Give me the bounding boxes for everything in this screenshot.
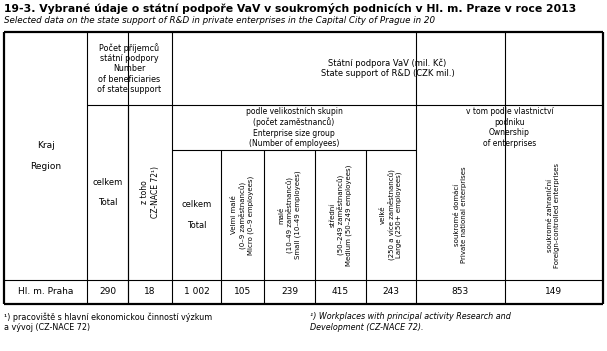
Text: celkem

Total: celkem Total [92, 178, 123, 207]
Text: Velmi malé
(0–9 zaměstnanců)
Micro (0–9 employees): Velmi malé (0–9 zaměstnanců) Micro (0–9 … [231, 176, 254, 254]
Text: malé
(10–49 zaměstnanců)
Small (10–49 employees): malé (10–49 zaměstnanců) Small (10–49 em… [279, 171, 300, 259]
Text: soukromé domácí
Private national enterprises: soukromé domácí Private national enterpr… [454, 167, 467, 263]
Text: 18: 18 [144, 287, 156, 297]
Text: velké
(250 a více zaměstnanců)
Large (250+ employees): velké (250 a více zaměstnanců) Large (25… [380, 170, 402, 260]
Text: 105: 105 [234, 287, 251, 297]
Text: 853: 853 [452, 287, 469, 297]
Text: podle velikostních skupin
(počet zaměstnanců)
Enterprise size group
(Number of e: podle velikostních skupin (počet zaměstn… [246, 107, 342, 148]
Text: ¹) Workplaces with principal activity Research and: ¹) Workplaces with principal activity Re… [310, 312, 511, 321]
Text: Státní podpora VaV (mil. Kč)
State support of R&D (CZK mil.): Státní podpora VaV (mil. Kč) State suppo… [320, 59, 455, 79]
Text: Hl. m. Praha: Hl. m. Praha [18, 287, 73, 297]
Text: 290: 290 [99, 287, 116, 297]
Text: celkem

Total: celkem Total [181, 200, 212, 230]
Text: z toho
CZ-NACE 72¹): z toho CZ-NACE 72¹) [140, 166, 160, 219]
Text: 243: 243 [382, 287, 399, 297]
Text: 1 002: 1 002 [184, 287, 209, 297]
Text: 19-3. Vybrané údaje o státní podpoře VaV v soukromých podnicích v Hl. m. Praze v: 19-3. Vybrané údaje o státní podpoře VaV… [4, 3, 576, 14]
Text: Počet příjemců
státní podpory
Number
of beneficiaries
of state support: Počet příjemců státní podpory Number of … [98, 43, 161, 94]
Text: 149: 149 [546, 287, 563, 297]
Text: ¹) pracoviště s hlavní ekonomickou činností výzkum: ¹) pracoviště s hlavní ekonomickou činno… [4, 312, 212, 322]
Text: Selected data on the state support of R&D in private enterprises in the Capital : Selected data on the state support of R&… [4, 16, 435, 25]
Text: 415: 415 [332, 287, 349, 297]
Text: soukromé zahraniční
Foreign-controlled enterprises: soukromé zahraniční Foreign-controlled e… [548, 163, 560, 267]
Text: v tom podle vlastnictví
podniku
Ownership
of enterprises: v tom podle vlastnictví podniku Ownershi… [466, 107, 554, 148]
Text: Development (CZ-NACE 72).: Development (CZ-NACE 72). [310, 323, 424, 332]
Text: Kraj

Region: Kraj Region [30, 141, 61, 171]
Text: 239: 239 [281, 287, 298, 297]
Text: střední
(50–249 zaměstnanců)
Medium (50–249 employees): střední (50–249 zaměstnanců) Medium (50–… [330, 164, 351, 266]
Text: a vývoj (CZ-NACE 72): a vývoj (CZ-NACE 72) [4, 323, 90, 332]
